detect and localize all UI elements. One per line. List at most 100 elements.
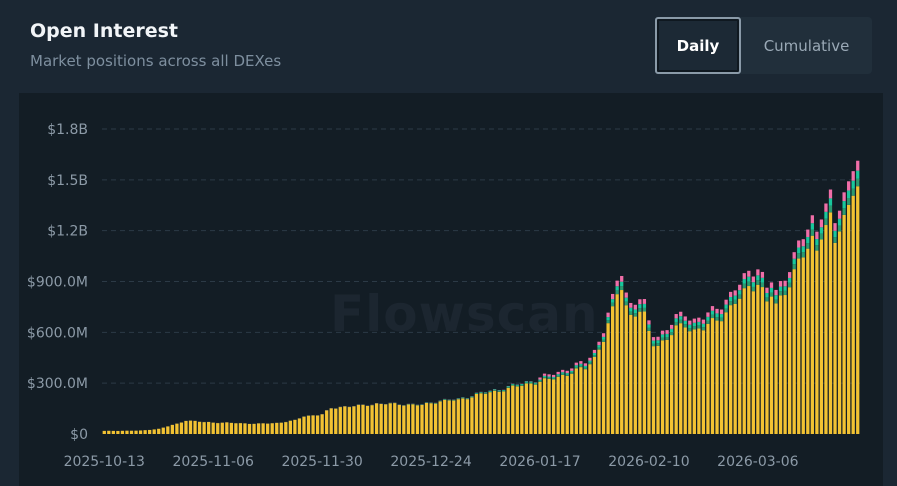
bar-segment <box>837 231 842 434</box>
bar-segment <box>148 429 152 434</box>
bar-segment <box>815 245 819 251</box>
bar-segment <box>692 329 696 434</box>
bar-segment <box>311 415 315 434</box>
bar-segment <box>179 422 184 434</box>
bar-segment <box>384 404 388 434</box>
bar-segment <box>379 404 383 434</box>
bar-segment <box>801 252 805 258</box>
bar-segment <box>719 309 724 315</box>
bar-segment <box>247 423 252 434</box>
bar-segment <box>225 422 229 434</box>
bar-segment <box>211 422 215 434</box>
bar-segment <box>824 218 828 226</box>
bar-segment <box>697 321 701 326</box>
bar-segment <box>538 379 542 381</box>
bar-segment <box>474 393 479 434</box>
bar-segment <box>774 303 778 434</box>
bar-segment <box>683 320 687 325</box>
bar-segment <box>542 375 547 378</box>
bar-segment <box>570 372 574 374</box>
bar-segment <box>692 322 696 327</box>
bar-segment <box>275 422 279 434</box>
bar-segment <box>642 307 647 312</box>
bar-segment <box>511 384 515 386</box>
bar-segment <box>270 423 274 434</box>
bar-segment <box>706 320 710 324</box>
bar-segment <box>461 398 465 434</box>
bar-segment <box>570 368 574 371</box>
bar-segment <box>551 377 556 379</box>
daily-button[interactable]: Daily <box>655 17 741 74</box>
bar-segment <box>756 269 760 276</box>
bar-segment <box>474 392 479 394</box>
bar-segment <box>788 282 792 288</box>
bar-segment <box>343 406 347 434</box>
bar-segment <box>797 253 801 259</box>
bar-segment <box>592 349 597 353</box>
bar-segment <box>252 423 256 434</box>
cumulative-button[interactable]: Cumulative <box>763 36 850 55</box>
bar-segment <box>502 390 506 392</box>
bar-segment <box>497 390 501 392</box>
chart-subtitle: Market positions across all DEXes <box>30 52 282 70</box>
bar-segment <box>551 374 556 378</box>
bar-segment <box>120 430 125 434</box>
bar-segment <box>706 316 710 321</box>
bar-segment <box>588 360 592 363</box>
bar-segment <box>542 378 547 434</box>
bar-segment <box>138 430 143 434</box>
bar-segment <box>334 408 338 434</box>
bar-segment <box>561 373 565 375</box>
bar-segment <box>633 316 637 434</box>
y-tick-label: $1.2B <box>47 224 88 240</box>
bar-segment <box>624 292 628 298</box>
bar-segment <box>556 371 560 375</box>
bar-segment <box>828 189 833 199</box>
bar-segment <box>656 340 660 344</box>
bar-segment <box>570 373 574 434</box>
bar-segment <box>615 280 619 287</box>
bar-segment <box>524 381 529 383</box>
bar-segment <box>674 318 678 322</box>
bar-segment <box>488 390 492 392</box>
bar-segment <box>483 393 488 394</box>
bar-segment <box>497 391 501 392</box>
bar-segment <box>629 307 633 312</box>
y-tick-label: $1.8B <box>47 122 88 138</box>
bar-segment <box>542 377 547 379</box>
bar-segment <box>551 378 556 380</box>
bar-segment <box>197 421 202 434</box>
x-tick-label: 2026-01-17 <box>499 454 580 470</box>
bar-segment <box>588 362 592 365</box>
bar-segment <box>166 426 170 434</box>
bar-segment <box>769 296 774 434</box>
bar-segment <box>429 403 433 434</box>
bar-segment <box>642 311 647 434</box>
bar-segment <box>465 399 470 434</box>
bar-segment <box>751 276 755 283</box>
bar-segment <box>833 223 837 231</box>
bar-segment <box>601 339 606 342</box>
bar-segment <box>529 382 533 384</box>
bar-segment <box>792 269 796 434</box>
bar-segment <box>719 317 724 322</box>
bar-segment <box>261 423 265 434</box>
bar-segment <box>256 423 261 434</box>
bar-segment <box>688 331 692 434</box>
bar-segment <box>502 391 506 434</box>
bar-segment <box>447 400 451 434</box>
bar-segment <box>842 214 846 434</box>
bar-segment <box>756 275 760 281</box>
bar-segment <box>724 312 728 434</box>
bar-segment <box>651 337 656 341</box>
bar-segment <box>347 407 352 434</box>
bar-segment <box>810 229 814 236</box>
bar-segment <box>638 304 642 309</box>
bar-segment <box>792 264 796 270</box>
bar-segment <box>647 327 651 331</box>
bar-segment <box>792 258 796 265</box>
bar-segment <box>769 282 774 288</box>
bar-segment <box>810 223 814 230</box>
bar-segment <box>547 374 551 377</box>
bar-segment <box>647 324 651 328</box>
